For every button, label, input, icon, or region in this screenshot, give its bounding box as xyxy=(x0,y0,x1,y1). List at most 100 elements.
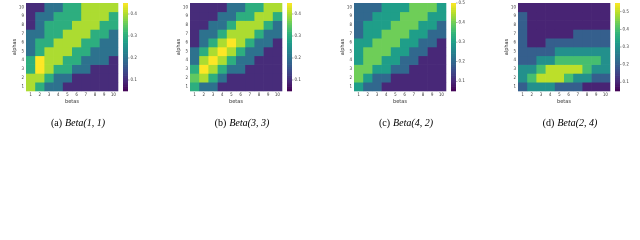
colorbar-segment xyxy=(615,58,620,61)
colorbar-segment xyxy=(123,82,128,85)
heat-cell xyxy=(409,38,419,48)
y-tick-label: 3 xyxy=(349,66,352,71)
heat-cell xyxy=(554,47,565,57)
heat-cell xyxy=(390,73,401,83)
heat-cell xyxy=(90,38,100,48)
heat-cell xyxy=(35,38,45,48)
heat-cell xyxy=(190,47,200,57)
x-tick-label: 10 xyxy=(603,92,609,97)
heat-cell xyxy=(545,38,556,48)
caption-text: Beta(1, 1) xyxy=(65,118,106,129)
heat-cell xyxy=(245,82,255,92)
heat-cell xyxy=(62,55,73,65)
x-tick-label: 7 xyxy=(249,92,252,97)
colorbar-segment xyxy=(123,42,128,46)
heat-cell xyxy=(363,47,373,57)
colorbar-segment xyxy=(123,25,128,28)
heat-cell xyxy=(545,11,556,21)
heat-cell xyxy=(35,47,45,57)
heat-cell xyxy=(381,29,392,39)
heat-cell xyxy=(254,64,264,74)
heat-cell xyxy=(99,20,110,30)
heat-cell xyxy=(81,47,91,57)
colorbar-segment xyxy=(615,18,620,21)
colorbar-segment xyxy=(287,18,292,21)
caption: (b) Beta(3, 3) xyxy=(215,118,270,129)
colorbar-segment xyxy=(123,9,128,13)
colorbar-segment xyxy=(615,66,620,70)
heat-cell xyxy=(591,20,602,30)
colorbar-tick-label: 0.2 xyxy=(623,62,630,67)
heat-cell xyxy=(245,29,255,39)
x-tick-label: 6 xyxy=(75,92,78,97)
colorbar-segment xyxy=(615,33,620,37)
x-tick-label: 1 xyxy=(29,92,32,97)
y-tick-label: 10 xyxy=(347,4,353,9)
heat-cell xyxy=(427,64,438,74)
y-tick-label: 2 xyxy=(185,75,188,80)
x-axis-label: betas xyxy=(393,99,407,105)
x-tick-label: 9 xyxy=(103,92,106,97)
heat-cell xyxy=(564,29,574,39)
heat-cell xyxy=(272,82,283,92)
colorbar-segment xyxy=(615,73,620,76)
heat-cell xyxy=(427,82,438,92)
colorbar-segment xyxy=(615,77,620,81)
y-tick-label: 7 xyxy=(349,31,352,36)
heat-cell xyxy=(199,47,209,57)
heat-cell xyxy=(573,73,583,83)
colorbar-segment xyxy=(615,82,620,85)
heat-cell xyxy=(99,55,110,65)
y-tick-label: 3 xyxy=(185,66,188,71)
colorbar-segment xyxy=(287,29,292,32)
heat-cell xyxy=(26,29,36,39)
heat-cell xyxy=(545,20,556,30)
colorbar-segment xyxy=(287,66,292,70)
heat-cell xyxy=(390,47,401,57)
panel: 1 2 3 4 5 6 7 8 9 10 1 2 3 4 5 6 7 8 9 10 betas alphas 0.1 0.2 0… xyxy=(504,3,629,129)
heat-cell xyxy=(72,20,82,30)
colorbar-segment xyxy=(123,33,128,37)
heat-cell xyxy=(582,47,592,57)
heat-cell xyxy=(226,82,237,92)
y-tick-label: 6 xyxy=(21,40,24,45)
x-tick-label: 6 xyxy=(239,92,242,97)
heat-cell xyxy=(545,82,556,92)
heat-cell xyxy=(400,73,410,83)
colorbar-segment xyxy=(615,64,620,68)
heat-cell xyxy=(62,11,73,21)
heat-cell xyxy=(400,11,410,21)
colorbar-segment xyxy=(451,75,456,79)
heat-cell xyxy=(427,29,438,39)
heat-cell xyxy=(554,64,565,74)
y-tick-label: 5 xyxy=(185,48,188,53)
heat-cell xyxy=(363,55,373,65)
heat-cell xyxy=(582,64,592,74)
heat-cell xyxy=(245,11,255,21)
heat-cell xyxy=(536,73,546,83)
heat-cell xyxy=(254,20,264,30)
heat-cell xyxy=(390,29,401,39)
colorbar-segment xyxy=(451,7,456,10)
y-tick-label: 4 xyxy=(21,57,24,62)
heat-cell xyxy=(81,82,91,92)
y-axis-label: alphas xyxy=(504,38,510,55)
colorbar-segment xyxy=(451,16,456,19)
heat-cell xyxy=(400,55,410,65)
heat-cell xyxy=(400,29,410,39)
colorbar-tick-label: 0.1 xyxy=(459,78,466,83)
heat-cell xyxy=(254,55,264,65)
heat-cell xyxy=(81,20,91,30)
heat-cell xyxy=(208,38,218,48)
heat-cell xyxy=(573,55,583,65)
heat-cell xyxy=(372,47,382,57)
heat-cell xyxy=(600,64,611,74)
heat-cell xyxy=(591,64,602,74)
colorbar-segment xyxy=(123,88,128,92)
colorbar-segment xyxy=(123,40,128,43)
heat-cell xyxy=(26,64,36,74)
caption: (d) Beta(2, 4) xyxy=(543,118,598,129)
colorbar-segment xyxy=(615,69,620,72)
colorbar-segment xyxy=(615,31,620,35)
heat-cell xyxy=(53,47,64,57)
